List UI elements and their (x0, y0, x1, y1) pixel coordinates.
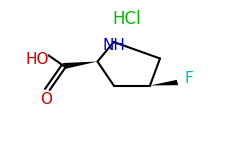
Text: HCl: HCl (112, 10, 140, 28)
Text: O: O (40, 92, 52, 106)
Text: F: F (184, 71, 193, 86)
Text: NH: NH (102, 38, 125, 53)
Polygon shape (150, 80, 178, 86)
Polygon shape (63, 61, 98, 69)
Text: HO: HO (25, 52, 49, 68)
